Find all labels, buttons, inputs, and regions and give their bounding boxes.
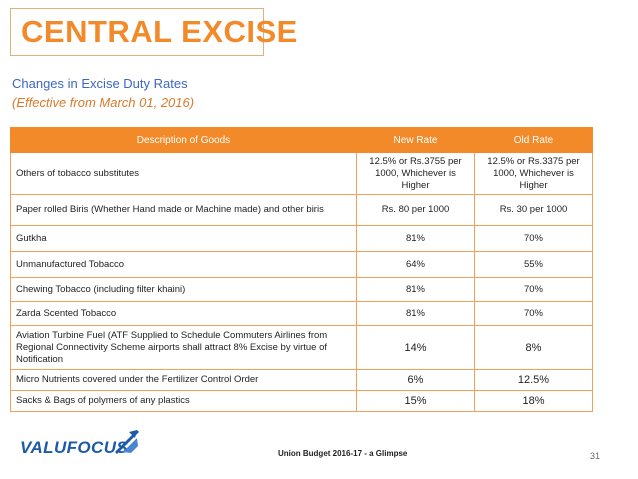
row-new-rate: 15% bbox=[356, 390, 475, 412]
slide-subtitle: Changes in Excise Duty Rates bbox=[12, 76, 188, 91]
header-description: Description of Goods bbox=[10, 127, 357, 153]
row-new-rate: Rs. 80 per 1000 bbox=[356, 194, 475, 226]
row-new-rate: 12.5% or Rs.3755 per 1000, Whichever is … bbox=[356, 152, 475, 195]
table-row: Zarda Scented Tobacco 81% 70% bbox=[10, 301, 593, 326]
row-old-rate: 8% bbox=[474, 325, 593, 370]
row-new-rate: 64% bbox=[356, 251, 475, 278]
row-description: Paper rolled Biris (Whether Hand made or… bbox=[10, 194, 357, 226]
valufocus-logo-icon bbox=[115, 430, 139, 454]
row-new-rate: 6% bbox=[356, 369, 475, 391]
row-old-rate: 70% bbox=[474, 301, 593, 326]
row-old-rate: 12.5% bbox=[474, 369, 593, 391]
table-row: Unmanufactured Tobacco 64% 55% bbox=[10, 251, 593, 278]
table-row: Gutkha 81% 70% bbox=[10, 225, 593, 252]
row-description: Chewing Tobacco (including filter khaini… bbox=[10, 277, 357, 302]
table-header-row: Description of Goods New Rate Old Rate bbox=[10, 127, 593, 153]
row-old-rate: 12.5% or Rs.3375 per 1000, Whichever is … bbox=[474, 152, 593, 195]
title-banner: CENTRAL EXCISE bbox=[10, 8, 297, 56]
row-old-rate: 70% bbox=[474, 225, 593, 252]
excise-rates-table: Description of Goods New Rate Old Rate O… bbox=[10, 127, 593, 412]
row-old-rate: 55% bbox=[474, 251, 593, 278]
row-new-rate: 81% bbox=[356, 225, 475, 252]
row-old-rate: 70% bbox=[474, 277, 593, 302]
row-new-rate: 81% bbox=[356, 301, 475, 326]
row-old-rate: Rs. 30 per 1000 bbox=[474, 194, 593, 226]
row-description: Aviation Turbine Fuel (ATF Supplied to S… bbox=[10, 325, 357, 370]
table-row: Micro Nutrients covered under the Fertil… bbox=[10, 369, 593, 391]
table-row: Aviation Turbine Fuel (ATF Supplied to S… bbox=[10, 325, 593, 370]
slide-title: CENTRAL EXCISE bbox=[21, 14, 298, 49]
header-old-rate: Old Rate bbox=[474, 127, 593, 153]
row-description: Zarda Scented Tobacco bbox=[10, 301, 357, 326]
effective-date: (Effective from March 01, 2016) bbox=[12, 95, 195, 110]
header-new-rate: New Rate bbox=[356, 127, 475, 153]
table-row: Chewing Tobacco (including filter khaini… bbox=[10, 277, 593, 302]
logo-wordmark: VALUFOCUS bbox=[20, 438, 129, 457]
row-description: Unmanufactured Tobacco bbox=[10, 251, 357, 278]
row-description: Sacks & Bags of polymers of any plastics bbox=[10, 390, 357, 412]
row-description: Micro Nutrients covered under the Fertil… bbox=[10, 369, 357, 391]
table-row: Sacks & Bags of polymers of any plastics… bbox=[10, 390, 593, 412]
row-new-rate: 81% bbox=[356, 277, 475, 302]
page-number: 31 bbox=[590, 451, 601, 461]
row-description: Others of tobacco substitutes bbox=[10, 152, 357, 195]
table-row: Others of tobacco substitutes 12.5% or R… bbox=[10, 152, 593, 195]
footer-caption: Union Budget 2016-17 - a Glimpse bbox=[278, 449, 408, 458]
row-description: Gutkha bbox=[10, 225, 357, 252]
row-new-rate: 14% bbox=[356, 325, 475, 370]
valufocus-logo: VALUFOCUS bbox=[20, 430, 140, 466]
row-old-rate: 18% bbox=[474, 390, 593, 412]
table-row: Paper rolled Biris (Whether Hand made or… bbox=[10, 194, 593, 226]
